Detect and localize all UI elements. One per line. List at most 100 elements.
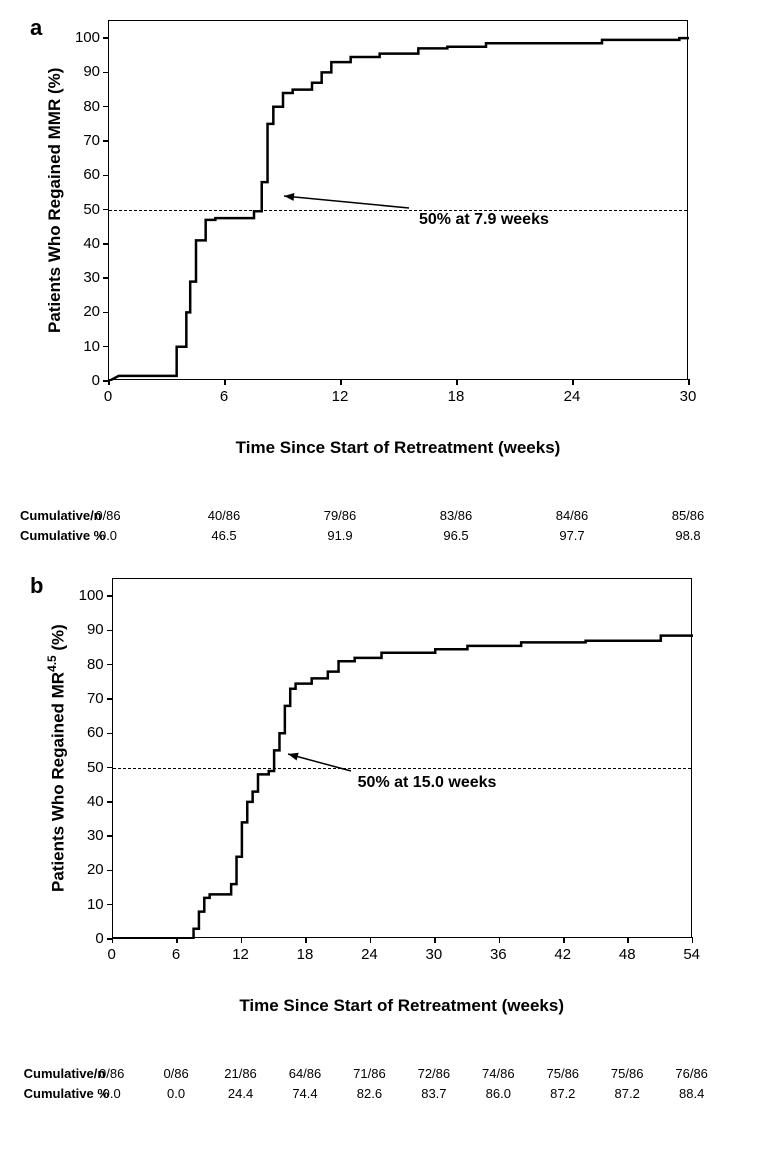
x-tick-mark [627,937,629,943]
y-axis-label-a: Patients Who Regained MMR (%) [45,20,65,380]
y-tick-mark [103,37,109,39]
x-tick-mark [563,937,565,943]
x-tick-label: 42 [554,946,571,963]
y-tick-label: 10 [83,338,100,355]
data-table-cell: 0/86 [95,508,120,523]
x-tick-label: 36 [490,946,507,963]
x-tick-mark [340,379,342,385]
y-axis-ticks-a: 0102030405060708090100 [73,20,108,380]
data-table-a: Cumulative/n0/8640/8679/8683/8684/8685/8… [20,508,688,546]
y-tick-mark [103,140,109,142]
x-axis-label-a: Time Since Start of Retreatment (weeks) [108,438,688,458]
panel-a-label: a [30,15,42,41]
data-table-cell: 0.0 [103,1086,121,1101]
data-table-cell: 98.8 [675,528,700,543]
data-table-cell: 0.0 [99,528,117,543]
y-tick-label: 40 [83,235,100,252]
x-tick-mark [456,379,458,385]
y-tick-mark [103,277,109,279]
annotation-text: 50% at 15.0 weeks [358,774,497,792]
y-tick-label: 20 [87,861,104,878]
x-axis-ticks-b: 061218243036424854 [112,946,692,966]
y-tick-mark [107,801,113,803]
data-table-cell: 46.5 [211,528,236,543]
x-tick-mark [224,379,226,385]
x-tick-label: 0 [104,388,112,405]
y-tick-label: 30 [87,827,104,844]
data-table-cell: 0.0 [167,1086,185,1101]
y-tick-mark [103,106,109,108]
x-tick-mark [499,937,501,943]
x-tick-label: 48 [619,946,636,963]
data-table-cell: 82.6 [357,1086,382,1101]
data-table-row: Cumulative %0.00.024.474.482.683.786.087… [24,1086,692,1104]
panel-b-label: b [30,573,43,599]
chart-a-container: Patients Who Regained MMR (%) 0102030405… [45,20,759,548]
x-tick-mark [370,937,372,943]
y-tick-label: 10 [87,896,104,913]
data-table-cell: 0/86 [99,1066,124,1081]
annotation-arrowhead [288,753,299,761]
x-tick-label: 18 [297,946,314,963]
data-table-cell: 71/86 [353,1066,386,1081]
x-tick-mark [572,379,574,385]
y-tick-mark [103,312,109,314]
x-tick-label: 24 [564,388,581,405]
data-table-cell: 72/86 [418,1066,451,1081]
y-tick-label: 100 [79,587,104,604]
x-axis-ticks-a: 0612182430 [108,388,688,408]
x-tick-mark [176,937,178,943]
data-table-row: Cumulative/n0/860/8621/8664/8671/8672/86… [24,1066,692,1084]
y-tick-label: 80 [87,656,104,673]
data-table-cell: 86.0 [486,1086,511,1101]
data-table-cell: 83/86 [440,508,473,523]
panel-b: b Patients Who Regained MR4.5 (%) 010203… [20,578,759,1106]
x-tick-mark [434,937,436,943]
y-tick-label: 90 [87,621,104,638]
x-axis-label-b: Time Since Start of Retreatment (weeks) [112,996,692,1016]
annotation-text: 50% at 7.9 weeks [419,211,549,229]
annotation-arrowhead [284,193,294,201]
data-table-cell: 79/86 [324,508,357,523]
plot-area-b: 50% at 15.0 weeks [112,578,692,938]
x-tick-label: 24 [361,946,378,963]
y-tick-label: 40 [87,793,104,810]
y-tick-mark [107,698,113,700]
y-tick-label: 60 [87,724,104,741]
x-tick-label: 12 [232,946,249,963]
y-tick-label: 0 [92,372,100,389]
y-tick-mark [107,664,113,666]
data-table-cell: 40/86 [208,508,241,523]
y-tick-mark [103,346,109,348]
data-table-row: Cumulative %0.046.591.996.597.798.8 [20,528,688,546]
data-table-cell: 74.4 [292,1086,317,1101]
plot-area-a: 50% at 7.9 weeks [108,20,688,380]
data-table-cell: 76/86 [675,1066,708,1081]
chart-b-container: Patients Who Regained MR4.5 (%) 01020304… [45,578,759,1106]
y-tick-label: 80 [83,98,100,115]
data-table-cell: 85/86 [672,508,705,523]
y-tick-label: 50 [83,201,100,218]
x-tick-mark [108,379,110,385]
x-tick-label: 18 [448,388,465,405]
x-tick-label: 6 [172,946,180,963]
y-tick-label: 0 [95,930,103,947]
y-tick-label: 90 [83,63,100,80]
data-table-cell: 88.4 [679,1086,704,1101]
data-table-cell: 84/86 [556,508,589,523]
plot-wrapper-b: 50% at 15.0 weeks 061218243036424854 Tim… [112,578,692,1106]
x-tick-label: 12 [332,388,349,405]
data-table-cell: 24.4 [228,1086,253,1101]
reference-line-50 [109,210,687,211]
y-tick-label: 60 [83,166,100,183]
x-tick-label: 30 [426,946,443,963]
y-axis-ticks-b: 0102030405060708090100 [77,578,112,938]
data-table-cell: 87.2 [550,1086,575,1101]
x-tick-mark [241,937,243,943]
x-tick-mark [112,937,114,943]
data-table-cell: 83.7 [421,1086,446,1101]
x-tick-label: 0 [107,946,115,963]
y-tick-mark [107,630,113,632]
data-table-row: Cumulative/n0/8640/8679/8683/8684/8685/8… [20,508,688,526]
y-tick-mark [103,243,109,245]
